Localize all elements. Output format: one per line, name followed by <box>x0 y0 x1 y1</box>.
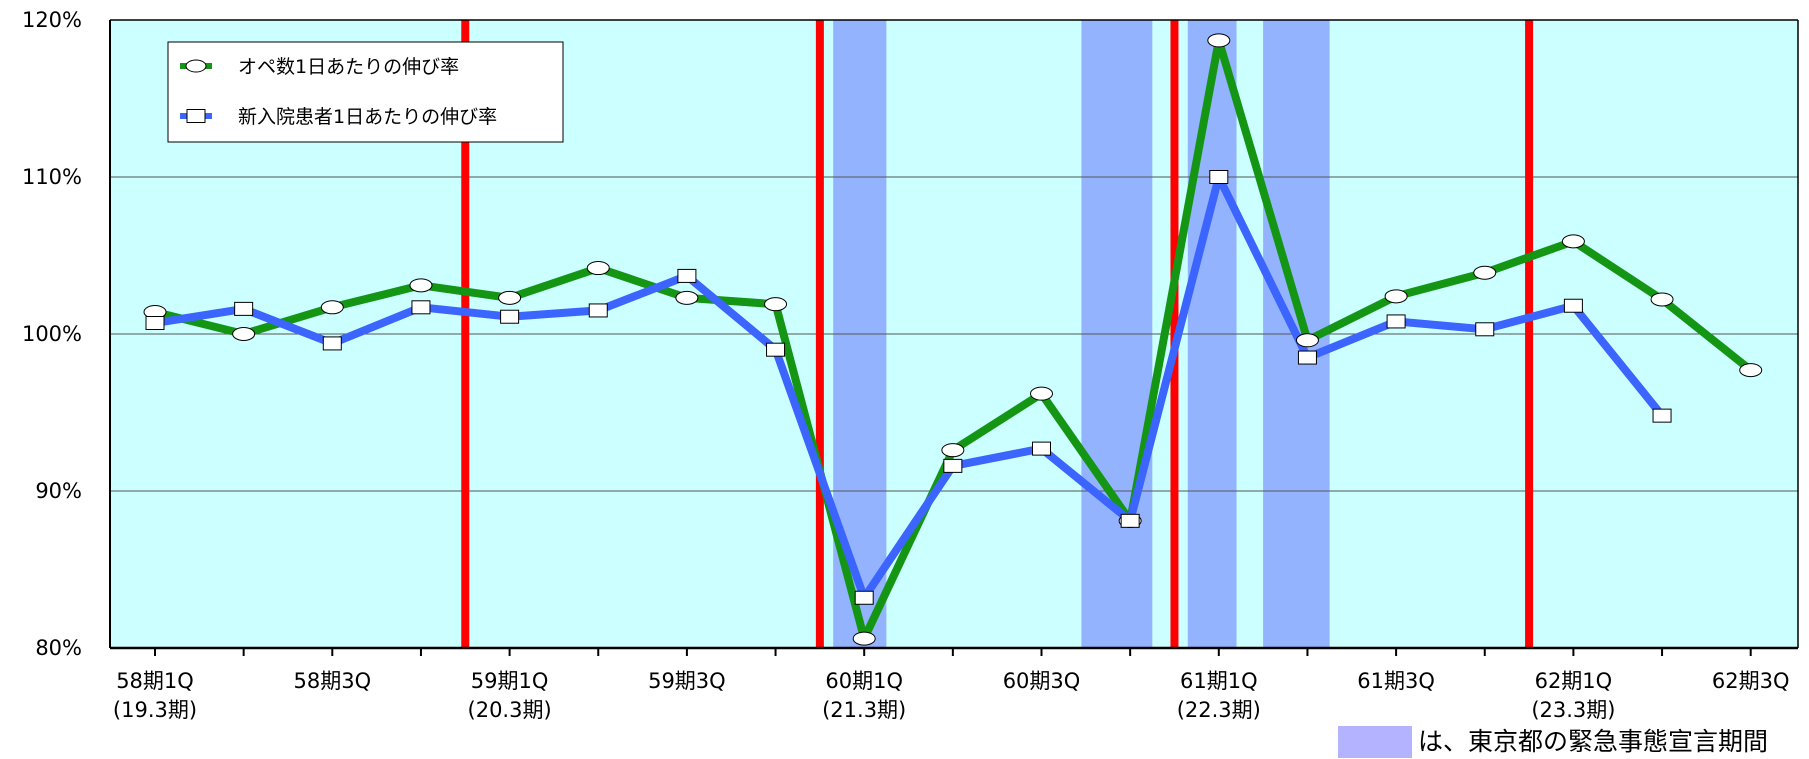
series-operations-point <box>1030 386 1053 401</box>
series-admissions-line <box>151 173 1667 602</box>
series-operations-point <box>320 300 344 315</box>
note-swatch <box>1338 726 1412 758</box>
series-operations-point <box>232 327 256 341</box>
series-admissions-point <box>943 458 963 473</box>
y-tick-label: 90% <box>35 479 82 503</box>
axes <box>109 19 1799 656</box>
x-tick-label: 62期1Q <box>1535 669 1613 693</box>
legend-box <box>167 41 564 143</box>
series-admissions-point <box>1386 314 1406 329</box>
series-admissions-point <box>766 342 786 357</box>
x-tick-label: 60期1Q <box>825 669 903 693</box>
x-tick-label: 62期3Q <box>1712 669 1790 693</box>
series-admissions-point <box>1032 441 1051 456</box>
series-operations-point <box>1561 234 1585 249</box>
x-tick-label: 59期1Q <box>471 669 549 693</box>
x-tick-sublabel: (21.3期) <box>822 698 906 722</box>
x-tick-label: 60期3Q <box>1003 669 1081 693</box>
series-operations-point <box>1650 292 1674 307</box>
series-operations-point <box>1384 289 1408 304</box>
series-admissions-point <box>1652 408 1672 423</box>
series-admissions-point <box>854 590 874 605</box>
x-tick-sublabel: (19.3期) <box>113 698 197 722</box>
note: は、東京都の緊急事態宣言期間 <box>1338 726 1768 758</box>
x-tick-label: 58期3Q <box>293 669 371 693</box>
y-tick-label: 80% <box>35 636 82 660</box>
legend-marker <box>186 109 206 123</box>
x-tick-sublabel: (22.3期) <box>1177 698 1261 722</box>
series-operations-point <box>1295 333 1319 348</box>
series-admissions-point <box>1120 513 1140 528</box>
series-operations-point <box>852 631 876 646</box>
series-admissions-point <box>677 268 697 283</box>
y-tick-labels: 80% 90% 100% 110% 120% <box>22 8 82 660</box>
x-tick-label: 61期1Q <box>1180 669 1258 693</box>
series-admissions-point <box>411 300 431 315</box>
series-operations-point <box>498 290 522 305</box>
x-tick-label: 59期3Q <box>648 669 726 693</box>
series <box>143 33 1763 646</box>
series-operations-point <box>1473 265 1497 280</box>
x-tick-label: 61期3Q <box>1357 669 1435 693</box>
legend-label: オペ数1日あたりの伸び率 <box>238 56 459 78</box>
series-admissions-point <box>588 303 608 318</box>
series-admissions-point <box>1475 322 1495 337</box>
x-tick-sublabel: (23.3期) <box>1531 698 1615 722</box>
note-text: は、東京都の緊急事態宣言期間 <box>1418 727 1768 756</box>
legend-marker <box>185 59 207 73</box>
y-tick-label: 120% <box>22 8 82 32</box>
gridlines <box>110 176 1798 492</box>
y-tick-label: 100% <box>22 322 82 346</box>
series-operations-point <box>1739 363 1763 378</box>
series-operations-point <box>409 278 433 293</box>
series-operations-point <box>764 297 788 312</box>
legend-label: 新入院患者1日あたりの伸び率 <box>238 106 497 128</box>
series-admissions-point <box>1209 170 1229 184</box>
series-operations-point <box>1207 33 1231 48</box>
x-tick-label: 58期1Q <box>116 669 194 693</box>
x-tick-labels: 58期1Q (19.3期) 58期3Q 59期1Q (20.3期) 59期3Q 60期1Q (… <box>113 669 1790 722</box>
x-tick-sublabel: (20.3期) <box>468 698 552 722</box>
series-admissions-point <box>145 316 165 331</box>
series-admissions-point <box>500 309 520 324</box>
y-tick-label: 110% <box>22 165 82 189</box>
series-operations-point <box>586 261 610 276</box>
series-admissions-point <box>1563 298 1583 313</box>
series-admissions-point <box>322 336 342 351</box>
series-operations-point <box>675 290 699 305</box>
series-admissions-point <box>234 301 254 316</box>
series-admissions-point <box>1297 350 1317 365</box>
series-operations-point <box>941 443 965 458</box>
